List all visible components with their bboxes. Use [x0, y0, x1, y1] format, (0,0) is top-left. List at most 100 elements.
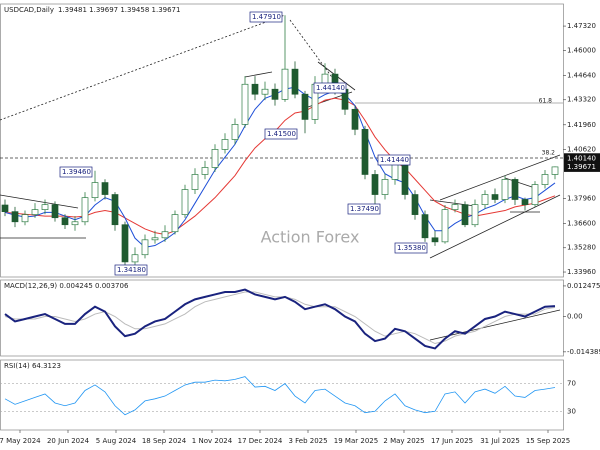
candle-body: [511, 179, 519, 200]
candle-body: [471, 204, 479, 226]
candle-body: [171, 214, 179, 233]
trendline: [429, 194, 561, 259]
trendline: [0, 194, 79, 209]
annotation: 1.41440: [380, 156, 409, 164]
candle-body: [361, 129, 369, 175]
annotation: 1.44140: [316, 84, 345, 92]
candle-body: [71, 221, 79, 226]
symbol-title: USDCAD,Daily: [4, 6, 54, 14]
annotation: 1.47910: [252, 13, 281, 21]
rsi-tick-label: 30: [567, 407, 576, 415]
candle-body: [401, 164, 409, 195]
x-tick-label: 18 Sep 2024: [142, 437, 187, 445]
y-tick-label: 1.43320: [567, 96, 596, 104]
candle-body: [141, 239, 149, 256]
watermark: Action Forex: [261, 228, 360, 247]
candle-body: [101, 182, 109, 195]
y-tick-label: 1.33960: [567, 268, 596, 276]
annotation-box: [114, 264, 148, 276]
candle-body: [481, 194, 489, 206]
candle-body: [381, 179, 389, 195]
price-label-box: [564, 161, 600, 172]
candle-body: [211, 149, 219, 168]
trendline: [504, 177, 536, 189]
candle-body: [221, 139, 229, 150]
x-tick-label: 17 Jun 2025: [431, 437, 473, 445]
annotation: 1.41500: [267, 130, 296, 138]
trendline: [439, 154, 561, 201]
price-label: 1.40140: [567, 154, 596, 162]
x-tick-label: 7 May 2024: [0, 437, 41, 445]
x-tick-label: 3 Feb 2025: [288, 437, 327, 445]
macd-trendline: [429, 309, 561, 341]
rsi-panel: [0, 359, 564, 431]
candle-body: [461, 204, 469, 226]
candle-body: [181, 189, 189, 215]
candle-body: [421, 214, 429, 239]
candle-body: [521, 199, 529, 206]
annotation: 1.39460: [62, 168, 91, 176]
candle-body: [281, 68, 289, 100]
candle-body: [431, 237, 439, 243]
annotation-box: [394, 242, 428, 254]
candle-body: [111, 194, 119, 226]
candle-body: [131, 254, 139, 263]
candle-body: [351, 108, 359, 130]
ohlc-header: 1.39481 1.39697 1.39458 1.39671: [58, 6, 180, 14]
candle-body: [501, 179, 509, 200]
trendline: [244, 71, 273, 78]
y-tick-label: 1.44640: [567, 71, 596, 79]
candle-body: [441, 209, 449, 243]
macd-panel: [0, 279, 564, 357]
macd-signal: [4, 291, 556, 345]
candle-body: [261, 88, 269, 95]
x-tick-label: 17 Dec 2024: [238, 437, 283, 445]
annotation: 1.34180: [117, 266, 146, 274]
fib-label: 38.2: [542, 150, 556, 157]
candle-body: [231, 124, 239, 140]
macd-line: [4, 288, 556, 350]
price-panel: [0, 3, 564, 278]
y-tick-label: 1.40620: [567, 145, 596, 153]
fib-label: 61.8: [539, 98, 553, 105]
y-tick-label: 1.37960: [567, 194, 596, 202]
candle-body: [21, 214, 29, 223]
candle-body: [371, 174, 379, 195]
rsi-line: [4, 376, 556, 416]
macd-title: MACD(12,26,9) 0.004245 0.003706: [4, 282, 129, 290]
annotation-box: [59, 166, 93, 178]
candle-body: [241, 83, 249, 125]
x-tick-label: 15 Sep 2025: [526, 437, 570, 445]
annotation-box: [264, 128, 298, 140]
candle-body: [61, 217, 69, 226]
x-tick-label: 1 Nov 2024: [192, 437, 233, 445]
y-tick-label: 1.35280: [567, 244, 596, 252]
annotation-box: [377, 154, 411, 166]
trendline: [0, 14, 286, 121]
rsi-tick-label: 70: [567, 380, 576, 388]
x-tick-label: 20 Jun 2024: [47, 437, 90, 445]
candle-body: [451, 204, 459, 210]
candle-body: [161, 231, 169, 239]
price-label: 1.39671: [567, 163, 596, 171]
candle-body: [291, 68, 299, 95]
candle-body: [201, 167, 209, 175]
x-tick-label: 5 Aug 2024: [96, 437, 137, 445]
candle-body: [11, 211, 19, 223]
annotation-box: [313, 82, 347, 94]
annotation: 1.37490: [350, 205, 379, 213]
candle-body: [541, 174, 549, 185]
candle-body: [81, 197, 89, 223]
y-tick-label: 1.47320: [567, 22, 596, 30]
candle-body: [121, 224, 129, 263]
candle-body: [91, 182, 99, 199]
y-tick-label: 1.46000: [567, 46, 596, 54]
candle-body: [41, 204, 49, 210]
candle-body: [1, 204, 9, 212]
candle-body: [531, 184, 539, 206]
candle-body: [551, 166, 559, 175]
macd-tick-label: 0.012475: [567, 282, 600, 290]
trendlines: [0, 14, 563, 341]
